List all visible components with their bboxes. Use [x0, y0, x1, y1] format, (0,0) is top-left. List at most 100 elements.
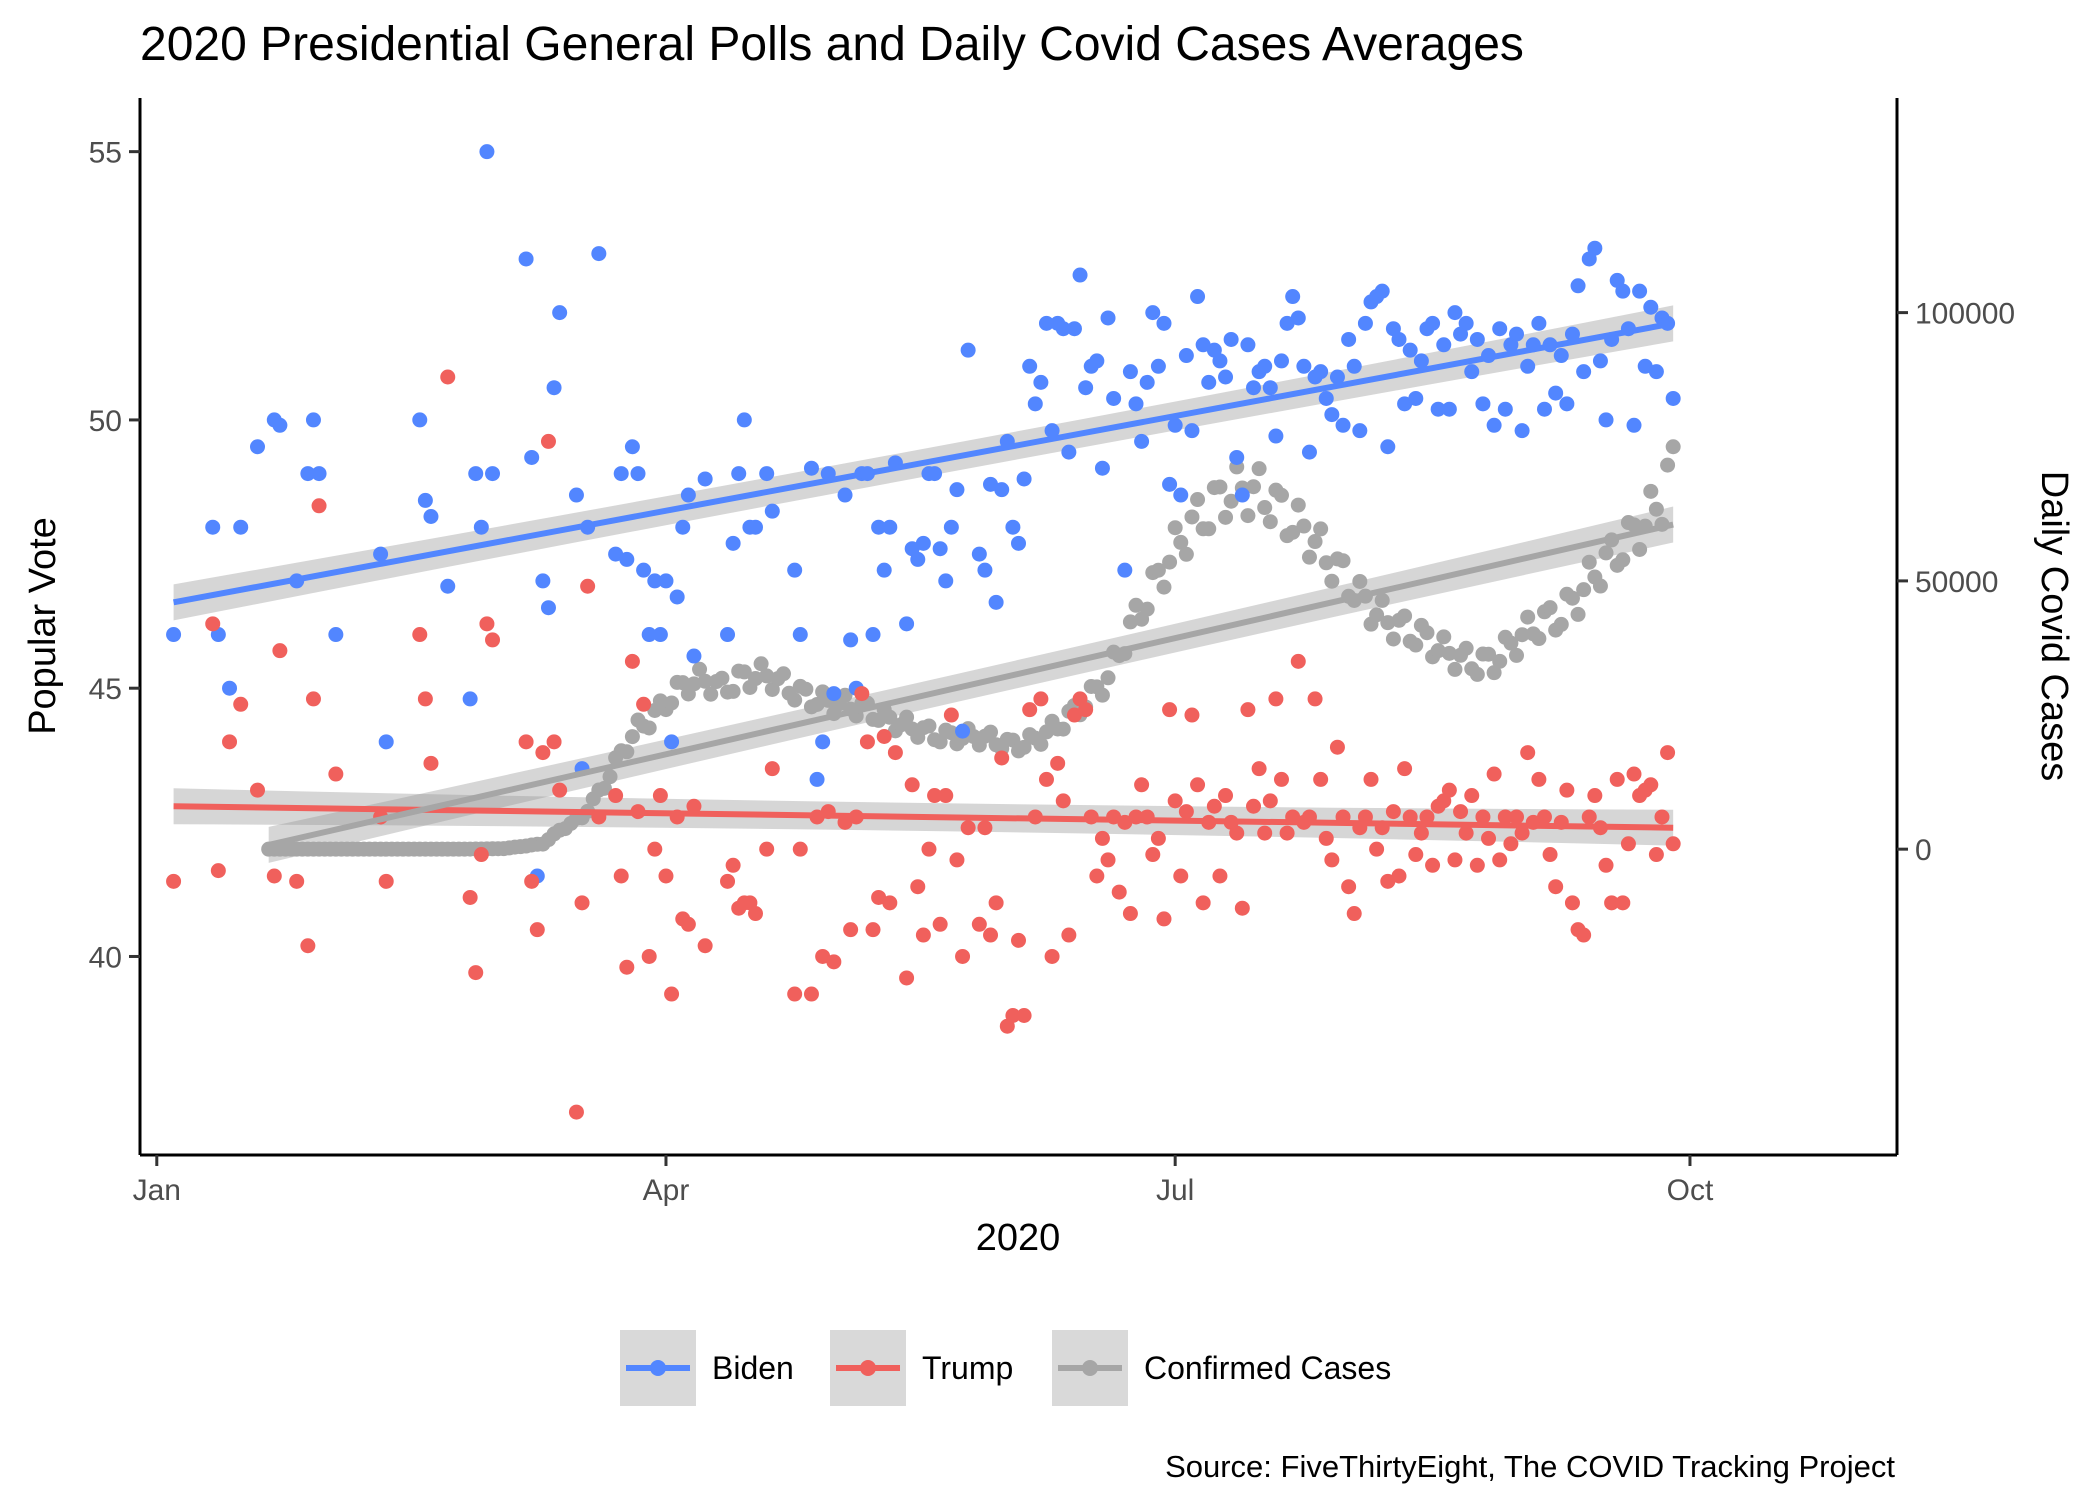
- biden-point: [658, 573, 674, 589]
- confirmed-cases-point: [714, 670, 730, 686]
- trump-point: [300, 938, 316, 954]
- biden-point: [725, 535, 741, 551]
- biden-point: [759, 466, 775, 482]
- biden-point: [1162, 476, 1178, 492]
- trump-point: [899, 970, 915, 986]
- trump-point: [1313, 771, 1329, 787]
- trump-point: [1609, 771, 1625, 787]
- biden-point: [1022, 358, 1038, 374]
- trump-point: [1469, 857, 1485, 873]
- x-tick-label: Jan: [133, 1174, 181, 1207]
- trump-point: [927, 788, 943, 804]
- trump-point: [803, 986, 819, 1002]
- biden-point: [1005, 519, 1021, 535]
- trump-point: [1162, 702, 1178, 718]
- biden-point: [1648, 364, 1664, 380]
- trump-point: [887, 745, 903, 761]
- confirmed-cases-point: [602, 769, 618, 785]
- trump-point: [222, 734, 238, 750]
- biden-point: [591, 246, 607, 262]
- trump-point: [1273, 771, 1289, 787]
- confirmed-cases-point: [759, 668, 775, 684]
- trump-point: [641, 948, 657, 964]
- trump-point: [1234, 900, 1250, 916]
- trump-point: [1346, 906, 1362, 922]
- biden-point: [1592, 353, 1608, 369]
- biden-point: [971, 546, 987, 562]
- biden-point: [468, 466, 484, 482]
- y-axis-title: Popular Vote: [22, 517, 64, 735]
- confirmed-cases-point: [725, 683, 741, 699]
- biden-point: [1122, 364, 1138, 380]
- trump-point: [1290, 653, 1306, 669]
- trump-point: [1453, 804, 1469, 820]
- trump-point: [1257, 825, 1273, 841]
- biden-point: [1117, 562, 1133, 578]
- trump-point: [1122, 906, 1138, 922]
- confirmed-cases-point: [1301, 549, 1317, 565]
- biden-point: [1587, 240, 1603, 256]
- biden-point: [1341, 331, 1357, 347]
- biden-point: [1212, 353, 1228, 369]
- x-tick-label: Apr: [643, 1174, 690, 1207]
- biden-point: [1436, 337, 1452, 353]
- trump-point: [764, 761, 780, 777]
- biden-point: [664, 734, 680, 750]
- trump-point: [619, 959, 635, 975]
- biden-point: [1072, 267, 1088, 283]
- confirmed-cases-point: [1626, 517, 1642, 533]
- trump-point: [1016, 1007, 1032, 1023]
- confirmed-cases-point: [1374, 592, 1390, 608]
- biden-point: [619, 551, 635, 567]
- trump-point: [1581, 809, 1597, 825]
- biden-point: [1357, 315, 1373, 331]
- biden-point: [1038, 315, 1054, 331]
- trump-point: [1397, 761, 1413, 777]
- trump-point: [1559, 782, 1575, 798]
- biden-point: [233, 519, 249, 535]
- confirmed-cases-point: [1178, 546, 1194, 562]
- trump-point: [1660, 745, 1676, 761]
- trend-lines: [173, 320, 1674, 848]
- biden-point: [1195, 337, 1211, 353]
- biden-point: [1335, 417, 1351, 433]
- trump-point: [1369, 841, 1385, 857]
- confirmed-cases-point: [1285, 524, 1301, 540]
- trump-point: [859, 734, 875, 750]
- biden-trend-line: [173, 320, 1674, 606]
- confirmed-cases-point: [1324, 573, 1340, 589]
- trump-point: [624, 653, 640, 669]
- biden-point: [1178, 348, 1194, 364]
- biden-point: [1615, 283, 1631, 299]
- trump-point: [524, 873, 540, 889]
- y2-tick-label: 50000: [1915, 566, 1998, 599]
- trump-point: [971, 916, 987, 932]
- trump-point: [1324, 852, 1340, 868]
- trump-point: [994, 750, 1010, 766]
- biden-point: [1458, 315, 1474, 331]
- biden-point: [815, 734, 831, 750]
- trump-point: [1408, 847, 1424, 863]
- trump-point: [759, 841, 775, 857]
- trump-point: [1413, 825, 1429, 841]
- biden-point: [1469, 331, 1485, 347]
- biden-point: [1301, 444, 1317, 460]
- y-tick-label: 45: [89, 673, 122, 706]
- biden-point: [546, 380, 562, 396]
- trump-point: [1447, 852, 1463, 868]
- trump-point: [1648, 847, 1664, 863]
- biden-point: [955, 723, 971, 739]
- confirmed-cases-point: [787, 692, 803, 708]
- trump-point: [1598, 857, 1614, 873]
- trump-point: [1503, 836, 1519, 852]
- trump-point: [1134, 777, 1150, 793]
- trump-point: [1167, 793, 1183, 809]
- trump-point: [1604, 895, 1620, 911]
- confirmed-cases-point: [1632, 541, 1648, 557]
- biden-legend-dot: [650, 1360, 666, 1376]
- confirmed-cases-point: [1458, 640, 1474, 656]
- biden-point: [624, 439, 640, 455]
- biden-point: [876, 562, 892, 578]
- biden-point: [910, 551, 926, 567]
- biden-point: [837, 487, 853, 503]
